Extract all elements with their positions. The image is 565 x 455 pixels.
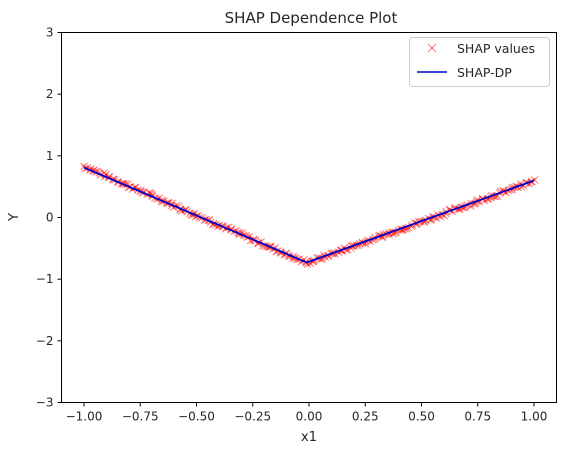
legend-label-shap-dp: SHAP-DP [457,65,512,80]
x-tick-label: 0.00 [296,410,323,424]
x-axis-label: x1 [301,430,317,445]
x-tick-label: 0.75 [464,410,491,424]
x-tick-label: 0.50 [408,410,435,424]
legend-marker-x-icon [427,43,437,53]
legend-box [409,37,550,87]
chart-title: SHAP Dependence Plot [225,9,398,27]
x-tick-label: 0.25 [352,410,379,424]
y-tick-label: −2 [36,334,54,348]
plot-area [80,162,539,269]
y-tick-label: −1 [36,272,54,286]
y-axis-ticks: −3 −2 −1 0 1 2 3 [36,26,62,410]
x-tick-label: −0.25 [234,410,271,424]
x-axis-ticks: −1.00 −0.75 −0.50 −0.25 0.00 0.25 0.50 0.75 1.00 [66,402,548,424]
x-tick-label: −1.00 [66,410,103,424]
plot-frame [61,32,557,403]
x-tick-label: 1.00 [521,410,548,424]
y-tick-label: 1 [46,149,54,163]
y-tick-label: 0 [46,211,54,225]
shap-values-markers [80,162,539,269]
x-tick-label: −0.50 [178,410,215,424]
y-tick-label: 2 [46,87,54,101]
shap-dp-line [83,166,535,264]
legend: SHAP values SHAP-DP [409,37,550,87]
y-tick-label: 3 [46,26,54,40]
y-tick-label: −3 [36,396,54,410]
legend-label-shap-values: SHAP values [457,41,535,56]
y-axis-label: Y [7,213,22,222]
x-tick-label: −0.75 [122,410,159,424]
shap-value-point [530,176,539,184]
